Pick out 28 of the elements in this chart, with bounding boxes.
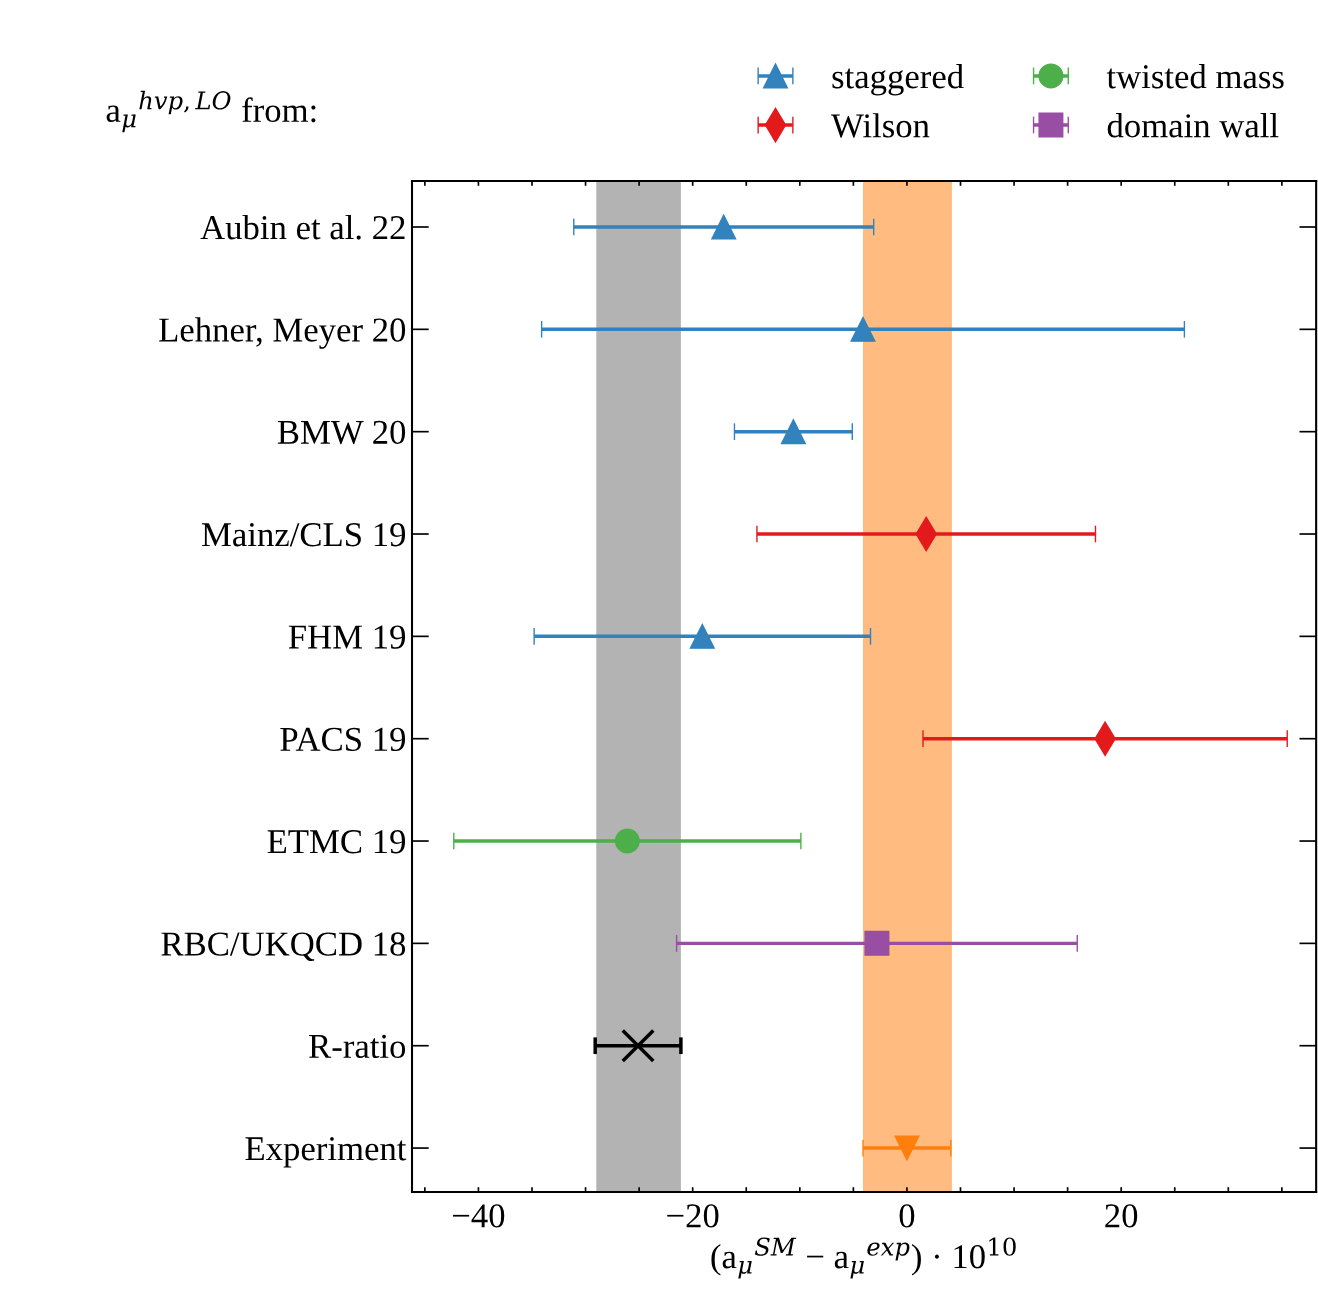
y-tick-label: RBC/UKQCD 18 [161,932,406,962]
point [864,930,890,956]
x-tick-label: −20 [667,1204,719,1228]
point [621,1028,656,1063]
y-tick-label: Lehner, Meyer 20 [159,317,406,349]
y-tick-label: FHM 19 [288,625,406,649]
x-tick-label: −40 [453,1204,505,1228]
point [689,623,715,649]
y-tick-label: ETMC 19 [267,830,406,854]
point [780,419,806,445]
x-tick-label: 20 [1105,1204,1138,1228]
legend-label: Wilson [831,113,930,138]
point [850,316,876,342]
point [894,1135,920,1161]
legend-label: domain wall [1107,113,1279,138]
x-tick-label: 0 [899,1204,915,1228]
point [614,828,640,854]
legend-label: twisted mass [1106,63,1284,89]
y-tick-label: Aubin et al. 22 [200,214,405,240]
legend-label: staggered [832,63,964,96]
y-tick-label: PACS 19 [280,727,406,752]
y-tick-label: R-ratio [309,1034,406,1059]
chart-title: a$_{μ}$$^{hvp,LO}$ from: [106,90,316,133]
y-tick-label: BMW 20 [277,420,406,445]
y-tick-label: Mainz/CLS 19 [202,523,406,547]
y-tick-label: Experiment [245,1137,407,1168]
x-axis-title: (a$_{μ}$$^{SM}$ − a$_{μ}$$^{exp}$) · 10$^{10}$ [711,1237,1016,1279]
point [711,214,737,240]
